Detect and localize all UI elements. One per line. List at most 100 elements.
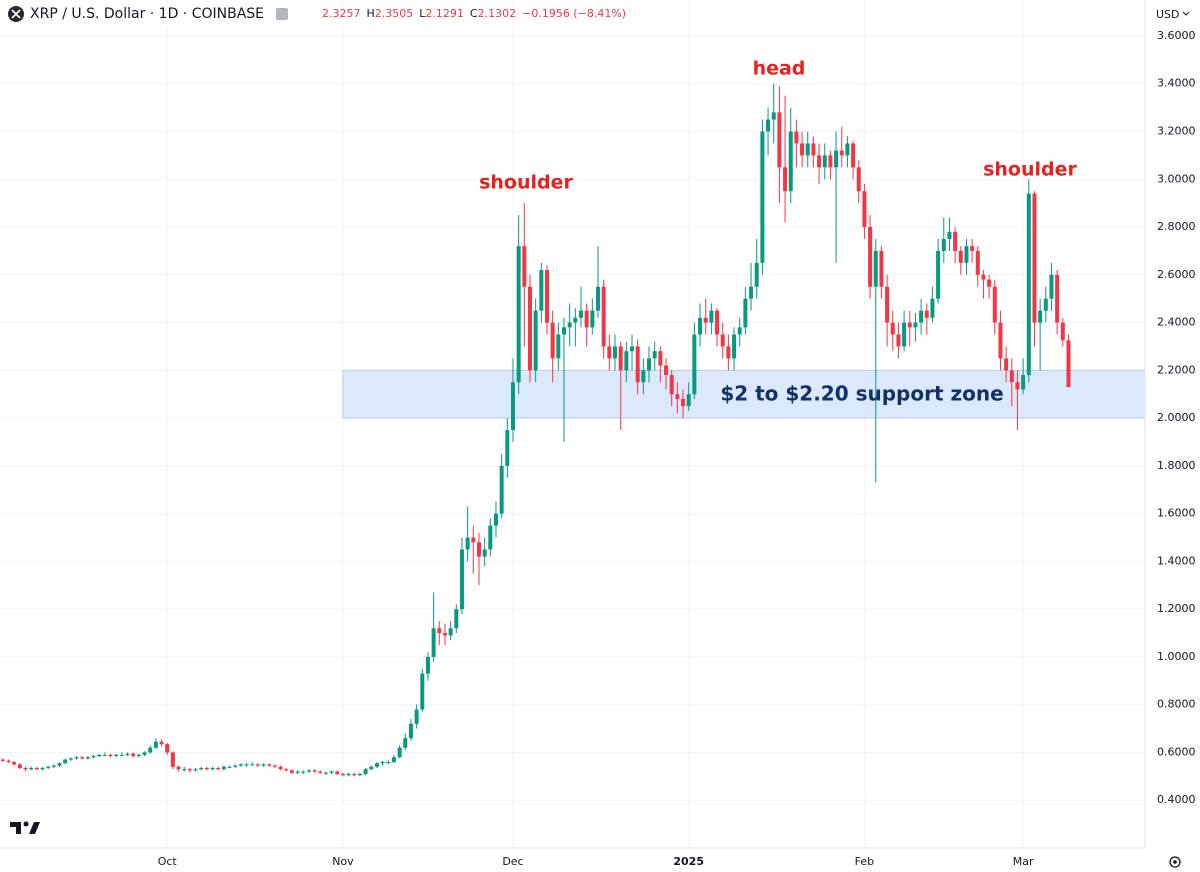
y-tick-label: 2.0000 bbox=[1157, 411, 1196, 424]
candle-body bbox=[488, 525, 493, 550]
candle-body bbox=[499, 465, 504, 514]
tv-logo-part bbox=[23, 821, 29, 827]
candle-body bbox=[102, 754, 107, 756]
candle-body bbox=[930, 298, 935, 318]
candle-body bbox=[1066, 340, 1071, 388]
candle-body bbox=[709, 310, 714, 323]
candle-body bbox=[46, 766, 51, 768]
flag-icon[interactable] bbox=[276, 8, 288, 20]
candle-body bbox=[51, 765, 56, 767]
pattern-annotation: shoulder bbox=[983, 159, 1077, 181]
candle-body bbox=[958, 250, 963, 263]
ohlc-readout: 2.3257 H2.3505 L2.1291 C2.1302 −0.1956 (−8.4… bbox=[322, 7, 626, 20]
candle-body bbox=[851, 143, 856, 168]
candle-body bbox=[12, 762, 17, 765]
y-tick-label: 3.2000 bbox=[1157, 125, 1196, 138]
candle-body bbox=[596, 286, 601, 311]
candle-body bbox=[204, 767, 209, 770]
candle-body bbox=[822, 155, 827, 168]
candle-body bbox=[238, 764, 243, 766]
candle-body bbox=[885, 286, 890, 323]
candle-body bbox=[800, 143, 805, 156]
candle-body bbox=[329, 771, 334, 773]
candle-body bbox=[6, 760, 11, 763]
candle-body bbox=[278, 766, 283, 770]
candle-body bbox=[233, 765, 238, 767]
candle-body bbox=[1043, 298, 1048, 311]
candle-body bbox=[839, 150, 844, 156]
candle-body bbox=[879, 250, 884, 287]
ohlc-value: 2.1291 bbox=[425, 7, 464, 20]
y-tick-label: 1.4000 bbox=[1157, 554, 1196, 567]
candle-body bbox=[114, 754, 119, 757]
candle-body bbox=[856, 167, 861, 192]
candle-body bbox=[788, 131, 793, 192]
currency-label[interactable]: USD bbox=[1156, 8, 1180, 21]
candle-body bbox=[715, 310, 720, 335]
y-tick-label: 0.8000 bbox=[1157, 698, 1196, 711]
symbol-title[interactable]: XRP / U.S. Dollar · 1D · COINBASE bbox=[30, 6, 264, 22]
y-tick-label: 1.8000 bbox=[1157, 459, 1196, 472]
candle-body bbox=[777, 112, 782, 168]
candle-body bbox=[754, 262, 759, 287]
candle-body bbox=[40, 767, 45, 770]
candle-body bbox=[1055, 274, 1060, 323]
candle-body bbox=[136, 754, 141, 757]
candle-body bbox=[374, 763, 379, 767]
candle-body bbox=[284, 769, 289, 771]
candle-body bbox=[794, 131, 799, 144]
candle-body bbox=[170, 752, 175, 767]
candle-body bbox=[482, 549, 487, 557]
ohlc-value: 2.1302 bbox=[478, 7, 517, 20]
candle-body bbox=[193, 769, 198, 771]
candle-body bbox=[289, 770, 294, 773]
candle-body bbox=[323, 772, 328, 774]
ohlc-key: L bbox=[419, 7, 426, 20]
y-tick-label: 0.4000 bbox=[1157, 793, 1196, 806]
ohlc-change: −0.1956 (−8.41%) bbox=[522, 7, 626, 20]
settings-icon[interactable] bbox=[1169, 856, 1181, 868]
candle-body bbox=[182, 769, 187, 771]
candle-body bbox=[125, 753, 130, 755]
candle-body bbox=[890, 322, 895, 335]
candle-body bbox=[221, 766, 226, 770]
candle-body bbox=[505, 430, 510, 466]
candle-body bbox=[227, 766, 232, 768]
candle-body bbox=[1009, 370, 1014, 383]
symbol-icon-x bbox=[11, 9, 21, 19]
candle-body bbox=[459, 549, 464, 610]
candle-body bbox=[159, 741, 164, 745]
candle-body bbox=[647, 358, 652, 371]
candle-body bbox=[975, 250, 980, 275]
candle-body bbox=[131, 753, 136, 757]
candle-body bbox=[550, 322, 555, 359]
pattern-annotation: head bbox=[753, 58, 806, 80]
candle-body bbox=[720, 334, 725, 347]
candle-body bbox=[896, 334, 901, 347]
candle-body bbox=[873, 250, 878, 287]
candle-body bbox=[312, 770, 317, 772]
candle-body bbox=[936, 250, 941, 299]
y-tick-label: 3.4000 bbox=[1157, 77, 1196, 90]
x-tick-label: Nov bbox=[332, 855, 354, 868]
x-tick-label: Oct bbox=[158, 855, 178, 868]
candle-body bbox=[340, 773, 345, 776]
candle-body bbox=[250, 764, 255, 766]
candle-body bbox=[987, 279, 992, 287]
candle-body bbox=[448, 628, 453, 636]
candle-body bbox=[408, 723, 413, 739]
y-tick-label: 2.6000 bbox=[1157, 268, 1196, 281]
candle-body bbox=[913, 322, 918, 328]
candle-body bbox=[210, 767, 215, 770]
candle-body bbox=[732, 334, 737, 359]
x-tick-label: Dec bbox=[502, 855, 523, 868]
candle-body bbox=[992, 286, 997, 323]
candle-body bbox=[255, 764, 260, 766]
ohlc-value: 2.3257 bbox=[322, 7, 361, 20]
candle-body bbox=[397, 747, 402, 758]
candle-body bbox=[97, 754, 102, 757]
y-tick-label: 0.6000 bbox=[1157, 745, 1196, 758]
candle-body bbox=[686, 394, 691, 407]
candle-body bbox=[1038, 310, 1043, 323]
candle-body bbox=[749, 286, 754, 299]
